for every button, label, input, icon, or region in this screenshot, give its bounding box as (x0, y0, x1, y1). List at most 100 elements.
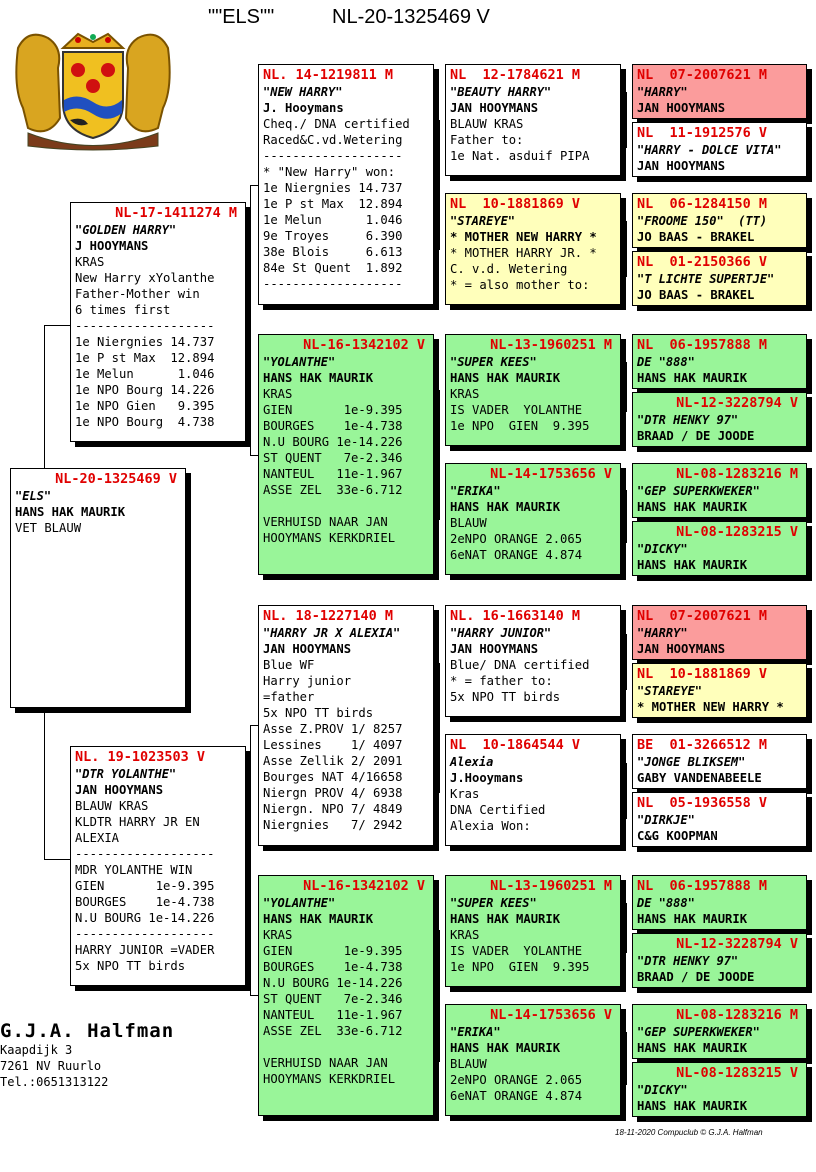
connector-line (626, 362, 627, 412)
pigeon-name: "NEW HARRY" (263, 85, 343, 99)
info-line: ASSE ZEL 33e-6.712 (263, 483, 403, 497)
owner-name: HANS HAK MAURIK (637, 500, 748, 514)
info-line: 5x NPO TT birds (450, 690, 561, 704)
ring-number: NL. 16-1663140 M (450, 608, 581, 624)
connector-line (626, 634, 627, 690)
connector-line (250, 725, 251, 995)
info-line: Niergnies 7/ 2942 (263, 818, 403, 832)
owner-name: JO BAAS - BRAKEL (637, 230, 755, 244)
owner-name: JO BAAS - BRAKEL (637, 288, 755, 302)
ring-number: NL 01-2150366 V (637, 254, 768, 270)
breeder-city: 7261 NV Ruurlo (0, 1059, 102, 1073)
info-line: 1e P st Max 12.894 (75, 351, 215, 365)
info-line: * MOTHER HARRY JR. * (450, 246, 597, 260)
ring-number: NL-08-1283215 V (676, 1065, 798, 1081)
owner-name: HANS HAK MAURIK (637, 371, 748, 385)
info-line: Kras (450, 787, 480, 801)
info-line: 1e NPO Gien 9.395 (75, 399, 215, 413)
info-line: N.U BOURG 1e-14.226 (75, 911, 215, 925)
owner-name: GABY VANDENABEELE (637, 771, 762, 785)
pigeon-card: NL-08-1283215 V "DICKY" HANS HAK MAURIK (632, 1062, 807, 1117)
owner-name: JAN HOOYMANS (637, 101, 726, 115)
info-line: KRAS (75, 255, 105, 269)
ring-number: NL 12-1784621 M (450, 67, 581, 83)
info-line: 2eNPO ORANGE 2.065 (450, 532, 583, 546)
ring-number: NL-14-1753656 V (490, 1007, 612, 1023)
info-line: NANTEUL 11e-1.967 (263, 1008, 403, 1022)
pigeon-name: "T LICHTE SUPERTJE" (637, 272, 775, 286)
info-line: 38e Blois 6.613 (263, 245, 403, 259)
info-line: Blue/ DNA certified (450, 658, 590, 672)
info-line: KRAS (450, 387, 480, 401)
info-line: BOURGES 1e-4.738 (263, 960, 403, 974)
owner-name: HANS HAK MAURIK (450, 500, 561, 514)
info-line: BLAUW (450, 516, 487, 530)
owner-name: HANS HAK MAURIK (637, 1041, 748, 1055)
pigeon-name: "DICKY" (637, 542, 688, 556)
info-line: Bourges NAT 4/16658 (263, 770, 403, 784)
pigeon-name: "ERIKA" (450, 1025, 501, 1039)
pigeon-card: NL-08-1283216 M "GEP SUPERKWEKER" HANS HAK… (632, 1004, 807, 1059)
ring-number: NL 10-1881869 V (450, 196, 581, 212)
info-line: 2eNPO ORANGE 2.065 (450, 1073, 583, 1087)
info-line: Asse Z.PROV 1/ 8257 (263, 722, 403, 736)
info-line: KRAS (263, 387, 293, 401)
connector-line (44, 859, 70, 860)
pigeon-name: "STAREYE" (450, 214, 516, 228)
pigeon-name: "GEP SUPERKWEKER" (637, 484, 760, 498)
info-line: KRAS (263, 928, 293, 942)
pigeon-name: "DTR HENKY 97" (637, 413, 739, 427)
ring-number: NL-16-1342102 V (303, 337, 425, 353)
owner-name: HANS HAK MAURIK (15, 505, 126, 519)
pigeon-card: BE 01-3266512 M "JONGE BLIKSEM" GABY VANDE… (632, 734, 807, 789)
pigeon-name: "DIRKJE" (637, 813, 695, 827)
info-line: VERHUISD NAAR JAN (263, 1056, 388, 1070)
info-line: Asse Zellik 2/ 2091 (263, 754, 403, 768)
owner-name: HANS HAK MAURIK (450, 1041, 561, 1055)
info-line: Niergn PROV 4/ 6938 (263, 786, 403, 800)
pigeon-card: NL 10-1881869 V "STAREYE" * MOTHER NEW HAR… (632, 663, 807, 718)
pigeon-name: "DICKY" (637, 1083, 688, 1097)
pigeon-card: NL 06-1957888 M DE "888" HANS HAK MAURIK (632, 334, 807, 389)
pigeon-name: "JONGE BLIKSEM" (637, 755, 746, 769)
info-line: BOURGES 1e-4.738 (263, 419, 403, 433)
owner-name: JAN HOOYMANS (637, 642, 726, 656)
owner-name: JAN HOOYMANS (450, 101, 539, 115)
info-line: 1e NPO Bourg 14.226 (75, 383, 215, 397)
info-line: ALEXIA (75, 831, 120, 845)
pigeon-name: "GEP SUPERKWEKER" (637, 1025, 760, 1039)
owner-name: BRAAD / DE JOODE (637, 429, 755, 443)
pigeon-name: DE "888" (637, 355, 695, 369)
pigeon-name: "HARRY JR X ALEXIA" (263, 626, 401, 640)
pigeon-card: NL 06-1957888 M DE "888" HANS HAK MAURIK (632, 875, 807, 930)
info-line: 1e Niergnies 14.737 (263, 181, 403, 195)
pigeon-card: NL. 19-1023503 V "DTR YOLANTHE" JAN HOOYMA… (70, 746, 246, 986)
owner-name: * MOTHER NEW HARRY * (450, 230, 597, 244)
info-line: ------------------- (263, 149, 403, 163)
breeder-address: G.J.A. Halfman Kaapdijk 3 7261 NV Ruurlo… (0, 1020, 174, 1090)
pigeon-card: NL. 14-1219811 M "NEW HARRY" J. Hooymans Ch… (258, 64, 434, 305)
ring-number: NL 07-2007621 M (637, 67, 768, 83)
pigeon-name: "FROOME 150" (TT) (637, 214, 768, 228)
owner-name: JAN HOOYMANS (450, 642, 539, 656)
pigeon-card: NL-20-1325469 V "ELS" HANS HAK MAURIK VET B… (10, 468, 186, 708)
pigeon-card: NL 07-2007621 M "HARRY" JAN HOOYMANS (632, 64, 807, 119)
info-line (263, 498, 429, 514)
owner-name: BRAAD / DE JOODE (637, 970, 755, 984)
ring-number: NL 06-1957888 M (637, 337, 768, 353)
connector-line (626, 903, 627, 953)
info-line: ST QUENT 7e-2.346 (263, 992, 403, 1006)
pigeon-card: NL 05-1936558 V "DIRKJE" C&G KOOPMAN (632, 792, 807, 847)
coat-of-arms-logo (15, 32, 171, 151)
info-line: 84e St Quent 1.892 (263, 261, 403, 275)
pigeon-card: NL-13-1960251 M "SUPER KEES" HANS HAK MAUR… (445, 334, 621, 446)
ring-number: NL 07-2007621 M (637, 608, 768, 624)
pigeon-name: "BEAUTY HARRY" (450, 85, 552, 99)
info-line: 1e P st Max 12.894 (263, 197, 403, 211)
pigeon-name: "HARRY - DOLCE VITA" (637, 143, 782, 157)
info-line: BOURGES 1e-4.738 (75, 895, 215, 909)
pigeon-name: "SUPER KEES" (450, 355, 537, 369)
info-line: 1e NPO GIEN 9.395 (450, 419, 590, 433)
info-line: 6eNAT ORANGE 4.874 (450, 548, 583, 562)
pigeon-name: "SUPER KEES" (450, 896, 537, 910)
